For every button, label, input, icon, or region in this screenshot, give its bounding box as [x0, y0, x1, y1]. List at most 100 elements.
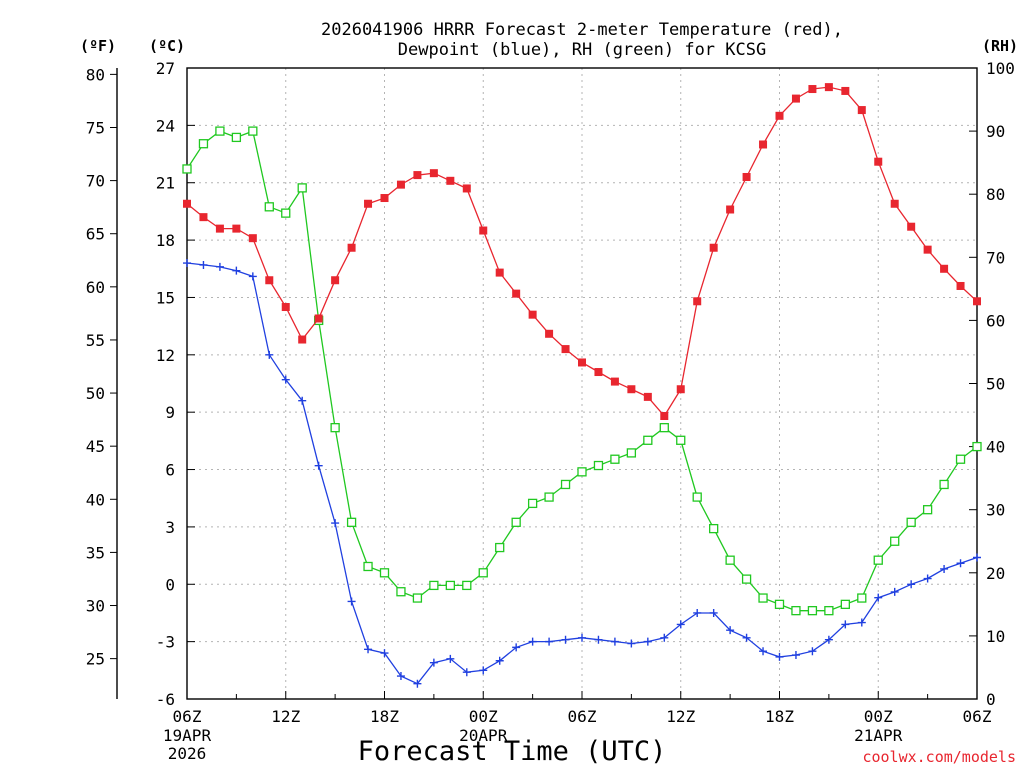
- dewpoint-point: [775, 652, 784, 661]
- temperature-point: [413, 171, 422, 180]
- x-date-label: 20APR: [459, 726, 508, 745]
- temperature-point: [643, 392, 652, 401]
- rh-point: [890, 536, 900, 546]
- rh-point: [659, 423, 669, 433]
- temperature-point: [693, 297, 702, 306]
- rh-point: [215, 126, 225, 136]
- c-tick-label: 27: [156, 59, 175, 78]
- c-tick-label: 12: [156, 346, 175, 365]
- rh-point: [774, 599, 785, 609]
- x-date-label: 19APR: [163, 726, 212, 745]
- rh-point: [643, 435, 653, 445]
- rh-point: [840, 599, 850, 609]
- dewpoint-point: [199, 260, 208, 269]
- rh-point: [741, 574, 752, 584]
- f-tick-label: 40: [86, 490, 105, 509]
- c-tick-label: 24: [156, 116, 175, 135]
- dewpoint-point: [314, 461, 323, 470]
- dewpoint-point: [594, 635, 603, 644]
- x-tick-label: 18Z: [370, 707, 399, 726]
- temperature-point: [265, 276, 274, 285]
- dewpoint-point: [248, 272, 257, 281]
- dewpoint-point: [742, 633, 751, 642]
- dewpoint-point: [396, 672, 405, 681]
- dewpoint-point: [347, 597, 356, 606]
- x-tick-label: 00Z: [469, 707, 498, 726]
- temperature-point: [676, 385, 685, 394]
- rh-point: [182, 164, 192, 174]
- dewpoint-point: [281, 375, 290, 384]
- dewpoint-point: [660, 633, 669, 642]
- temperature-line: [186, 86, 978, 418]
- x-tick-label: 18Z: [765, 707, 794, 726]
- c-tick-label: 3: [165, 518, 175, 537]
- temperature-point: [462, 184, 471, 193]
- f-tick-label: 25: [86, 650, 105, 669]
- rh-tick-label: 30: [986, 501, 1005, 520]
- temperature-point: [907, 222, 916, 231]
- temperature-point: [726, 205, 735, 214]
- temperature-point: [841, 86, 850, 95]
- dewpoint-point: [364, 645, 373, 654]
- dewpoint-point: [298, 396, 307, 405]
- c-tick-label: 0: [165, 575, 175, 594]
- rh-point: [281, 208, 291, 218]
- unit-rh-label: (RH): [982, 37, 1018, 55]
- temperature-point: [528, 310, 537, 319]
- temperature-point: [890, 199, 899, 208]
- rh-point: [478, 568, 488, 578]
- dewpoint-point: [610, 637, 619, 646]
- dewpoint-point: [791, 651, 800, 660]
- f-tick-label: 55: [86, 331, 105, 350]
- dewpoint-point: [265, 350, 274, 359]
- dewpoint-point: [940, 564, 949, 573]
- rh-tick-label: 40: [986, 438, 1005, 457]
- dewpoint-point: [545, 637, 554, 646]
- unit-c-label: (ºC): [149, 37, 185, 55]
- temperature-point: [183, 199, 191, 208]
- rh-point: [709, 523, 719, 534]
- c-tick-label: 6: [165, 461, 175, 480]
- x-tick-label: 06Z: [173, 707, 202, 726]
- temperature-point: [594, 368, 603, 377]
- temperature-point: [874, 157, 883, 166]
- rh-point: [758, 593, 768, 603]
- temperature-point: [775, 111, 784, 120]
- c-tick-label: -3: [156, 633, 175, 652]
- x-axis-title: Forecast Time (UTC): [358, 736, 667, 767]
- temperature-point: [347, 243, 356, 252]
- x-tick-label: 12Z: [271, 707, 300, 726]
- temperature-point: [808, 85, 817, 94]
- c-tick-label: 18: [156, 231, 175, 250]
- rh-point: [527, 498, 538, 509]
- temperature-point: [561, 345, 570, 354]
- rh-tick-label: 70: [986, 248, 1005, 267]
- rh-tick-label: 0: [986, 690, 996, 709]
- rh-point: [791, 606, 801, 616]
- f-tick-label: 30: [86, 597, 105, 616]
- rh-point: [692, 492, 702, 502]
- unit-f-label: (ºF): [80, 37, 116, 55]
- dewpoint-point: [462, 668, 471, 677]
- dewpoint-point: [331, 519, 340, 528]
- dewpoint-point: [528, 637, 537, 646]
- f-tick-label: 75: [86, 118, 105, 137]
- rh-point: [626, 448, 637, 458]
- dewpoint-point: [693, 608, 702, 617]
- c-tick-label: 21: [156, 174, 175, 193]
- dewpoint-point: [759, 647, 768, 656]
- chart-title-line2: Dewpoint (blue), RH (green) for KCSG: [398, 40, 766, 60]
- dewpoint-point: [907, 580, 916, 589]
- x-tick-label: 12Z: [666, 707, 695, 726]
- dewpoint-point: [643, 637, 652, 646]
- temperature-point: [364, 199, 373, 208]
- rh-point: [922, 505, 933, 515]
- chart-title-line1: 2026041906 HRRR Forecast 2-meter Tempera…: [321, 20, 843, 40]
- f-tick-label: 45: [86, 437, 105, 456]
- x-tick-label: 06Z: [963, 707, 992, 726]
- temperature-point: [545, 329, 554, 338]
- temperature-point: [446, 176, 455, 185]
- rh-point: [560, 479, 571, 490]
- rh-point: [363, 561, 373, 572]
